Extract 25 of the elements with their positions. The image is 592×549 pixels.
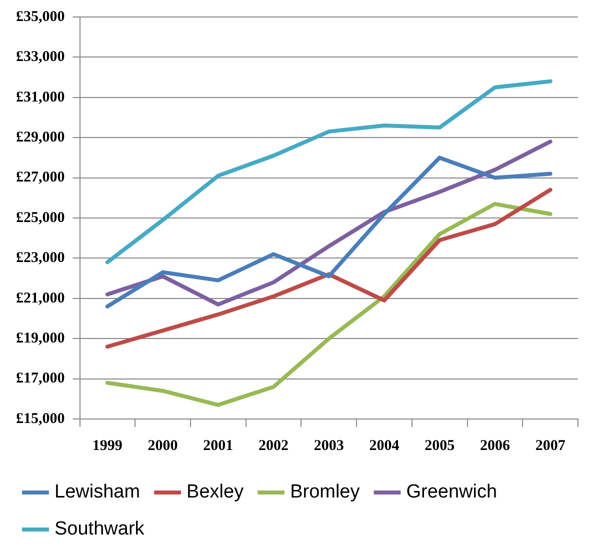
x-tick-label: 2004 [369,438,400,454]
y-tick-label: £29,000 [16,129,65,146]
legend-label: Bexley [186,482,244,503]
y-tick-label: £35,000 [16,8,65,25]
y-tick-label: £31,000 [16,89,65,106]
legend-label: Southwark [54,518,145,540]
y-tick-label: £27,000 [16,170,65,186]
legend-label: Greenwich [406,482,498,503]
y-tick-label: £23,000 [16,250,65,266]
y-tick-label: £33,000 [16,49,65,66]
x-tick-label: 2005 [424,438,455,454]
y-tick-label: £19,000 [16,330,65,346]
x-tick-label: 2007 [535,438,566,454]
y-tick-label: £25,000 [16,210,65,226]
x-tick-label: 2002 [258,438,289,454]
x-tick-label: 2006 [480,438,510,454]
y-tick-label: £15,000 [16,410,65,427]
x-tick-label: 2003 [314,438,344,454]
legend-label: Lewisham [54,482,140,503]
x-tick-label: 2001 [203,438,234,454]
legend-label: Bromley [290,482,360,503]
x-tick-label: 1999 [92,438,122,454]
x-tick-label: 2000 [148,438,178,454]
y-tick-label: £17,000 [16,370,65,387]
y-tick-label: £21,000 [16,290,65,306]
